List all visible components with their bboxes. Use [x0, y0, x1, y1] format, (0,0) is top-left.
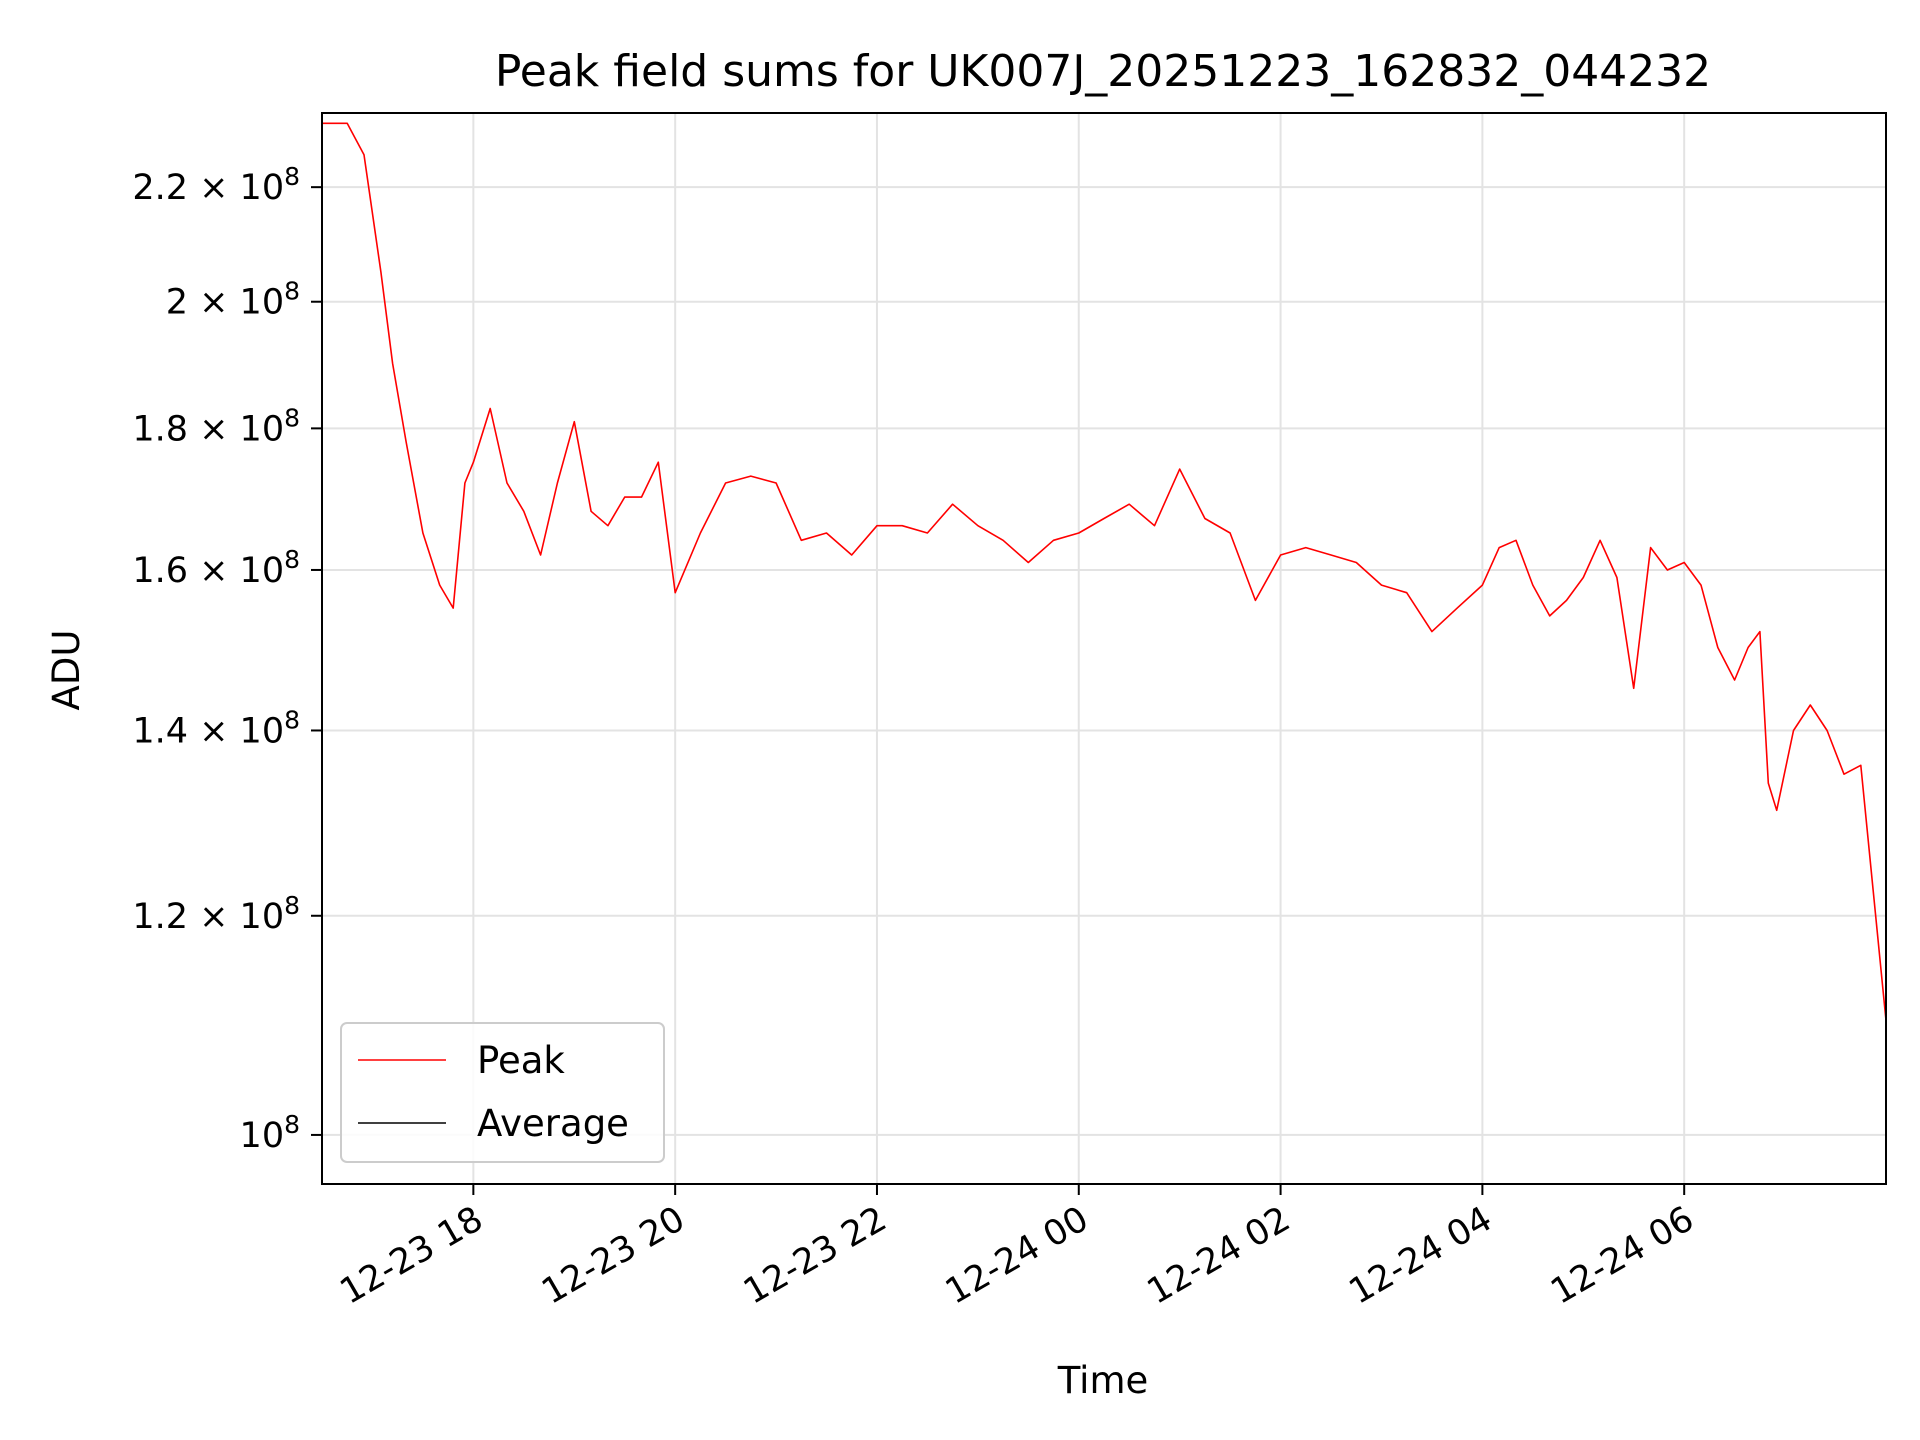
series-layer — [322, 122, 1887, 1021]
legend-box — [340, 1022, 665, 1163]
y-tick-label: 1.4 × 108 — [132, 705, 300, 751]
y-tick-label: 108 — [240, 1110, 300, 1156]
y-tick-label: 2 × 108 — [166, 277, 300, 323]
y-tick-label: 1.6 × 108 — [132, 545, 300, 591]
series-peak-line — [322, 122, 1887, 1021]
legend-peak-label: Peak — [477, 1039, 565, 1082]
legend-average-label: Average — [477, 1102, 629, 1145]
legend: Peak Average — [340, 1022, 665, 1163]
y-tick-label: 1.2 × 108 — [132, 891, 300, 937]
y-tick-label: 2.2 × 108 — [132, 162, 300, 208]
y-tick-label: 1.8 × 108 — [132, 403, 300, 449]
x-axis-label: Time — [1057, 1359, 1149, 1402]
plot-frame — [321, 112, 1887, 1185]
y-axis-label: ADU — [45, 630, 88, 711]
chart-title: Peak field sums for UK007J_20251223_1628… — [495, 46, 1711, 97]
